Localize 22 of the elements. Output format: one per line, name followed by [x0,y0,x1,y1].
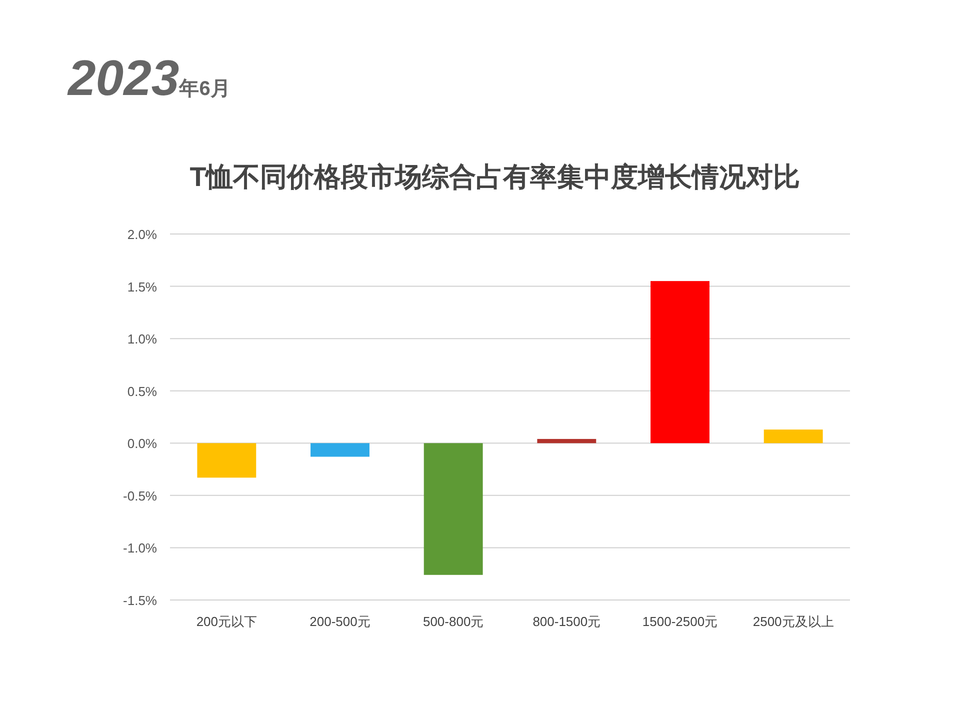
bar [537,438,596,444]
x-tick-label: 800-1500元 [532,614,601,629]
bar [764,430,823,444]
x-tick-label: 200元以下 [196,614,258,629]
x-tick-label: 1500-2500元 [642,614,718,629]
bar [310,443,370,457]
subtitle: 2023年6月 [68,50,230,106]
y-tick-label: -1.0% [123,540,158,556]
y-tick-label: 1.0% [127,332,158,347]
x-tick-label: 2500元及以上 [752,614,834,629]
bar [197,443,256,478]
x-tick-label: 200-500元 [310,614,370,629]
chart-title: T恤不同价格段市场综合占有率集中度增长情况对比 [190,162,800,192]
y-tick-label: 2.0% [127,227,158,242]
y-tick-label: 0.0% [127,436,158,452]
y-tick-label: 0.5% [127,384,158,399]
y-tick-label: -1.5% [123,593,158,608]
bar [650,281,710,444]
bar [424,443,483,575]
y-tick-label: 1.5% [127,279,158,294]
x-tick-label: 500-800元 [422,614,484,629]
y-tick-label: -0.5% [123,488,158,504]
